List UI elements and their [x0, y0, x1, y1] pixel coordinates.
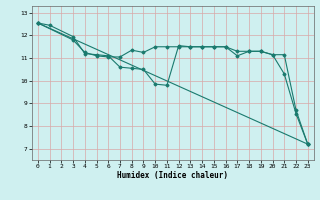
X-axis label: Humidex (Indice chaleur): Humidex (Indice chaleur) — [117, 171, 228, 180]
